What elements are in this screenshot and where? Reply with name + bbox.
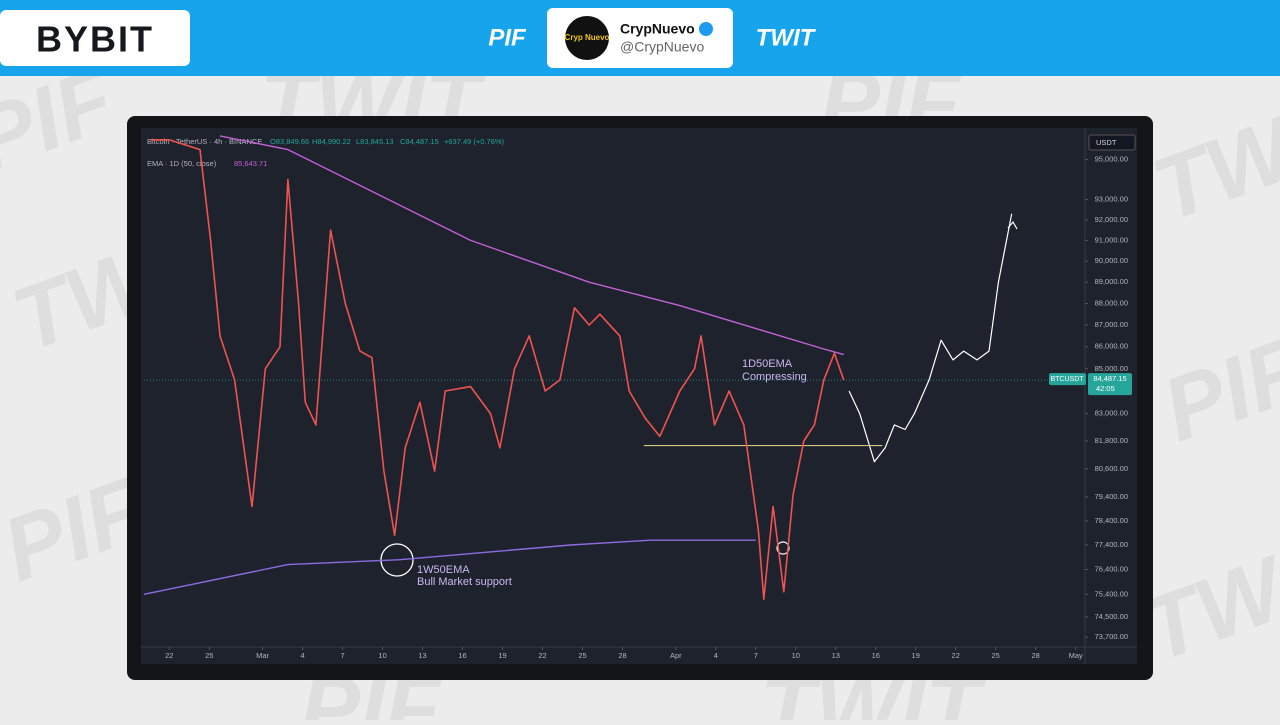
y-tick-label: 85,000.00 xyxy=(1095,364,1128,373)
x-tick-label: 22 xyxy=(165,651,173,660)
x-tick-label: 7 xyxy=(341,651,345,660)
profile-handle: @CrypNuevo xyxy=(620,39,704,55)
annotation: Compressing xyxy=(742,371,807,383)
x-tick-label: 7 xyxy=(754,651,758,660)
x-tick-label: 16 xyxy=(872,651,880,660)
y-tick-label: 77,400.00 xyxy=(1095,540,1128,549)
avatar xyxy=(565,16,609,60)
ohlc: C84,487.15 xyxy=(400,137,439,146)
ohlc: +637.49 (+0.76%) xyxy=(444,137,505,146)
last-price-ticker-box xyxy=(1049,373,1086,386)
y-tick-label: 78,400.00 xyxy=(1095,516,1128,525)
avatar-text: Cryp Nuevo xyxy=(565,33,610,42)
last-price-box xyxy=(1088,373,1132,396)
x-tick-label: 13 xyxy=(418,651,426,660)
x-tick-label: Mar xyxy=(256,651,269,660)
price-line xyxy=(219,135,844,356)
x-tick-label: 22 xyxy=(952,651,960,660)
y-tick-label: 83,000.00 xyxy=(1095,409,1128,418)
x-tick-label: 19 xyxy=(498,651,506,660)
x-tick-label: 13 xyxy=(832,651,840,660)
y-tick-label: 73,700.00 xyxy=(1095,632,1128,641)
y-tick-label: 76,400.00 xyxy=(1095,564,1128,573)
y-tick-label: 89,000.00 xyxy=(1095,277,1128,286)
ohlc: L83,845.13 xyxy=(356,137,394,146)
price-line xyxy=(143,539,756,595)
currency: USDT xyxy=(1096,138,1117,147)
ohlc: H84,990.22 xyxy=(312,137,351,146)
y-tick-label: 91,000.00 xyxy=(1095,235,1128,244)
last-price-label: 84,487.15 xyxy=(1093,374,1126,383)
currency-box xyxy=(1088,134,1136,151)
annotation: 1W50EMA xyxy=(417,564,470,576)
last-price-ticker: BTCUSDT xyxy=(1050,376,1084,383)
x-tick-label: 16 xyxy=(458,651,466,660)
annotation: 1D50EMA xyxy=(742,358,793,370)
x-tick-label: 19 xyxy=(912,651,920,660)
legend: Bitcoin · TetherUS · 4h · BINANCE O83,84… xyxy=(147,137,505,168)
watermark: TWIT xyxy=(1141,70,1280,242)
y-tick-label: 87,000.00 xyxy=(1095,320,1128,329)
symbol: Bitcoin · TetherUS · 4h · BINANCE xyxy=(147,137,262,146)
price-line xyxy=(848,213,1013,463)
y-tick-label: 93,000.00 xyxy=(1095,195,1128,204)
x-tick-label: May xyxy=(1069,651,1083,660)
indicator-value: 85,643.71 xyxy=(234,159,267,168)
brand-box xyxy=(0,10,190,66)
x-tick-label: 28 xyxy=(618,651,626,660)
x-tick-label: 4 xyxy=(714,651,718,660)
tag: PIF xyxy=(488,24,527,51)
y-tick-label: 79,400.00 xyxy=(1095,492,1128,501)
x-tick-label: 25 xyxy=(205,651,213,660)
ohlc: O83,849.66 xyxy=(270,137,309,146)
y-tick-label: 80,600.00 xyxy=(1095,464,1128,473)
x-tick-label: 25 xyxy=(578,651,586,660)
indicator-label: EMA · 1D (50, close) xyxy=(147,159,217,168)
y-tick-label: 86,000.00 xyxy=(1095,342,1128,351)
verified-badge xyxy=(699,22,713,36)
x-tick-label: Apr xyxy=(670,651,682,660)
brand: BYBIT xyxy=(36,19,154,60)
y-tick-label: 81,800.00 xyxy=(1095,436,1128,445)
price-line xyxy=(150,139,845,601)
tag: TWIT xyxy=(756,24,817,51)
y-tick-label: 88,000.00 xyxy=(1095,298,1128,307)
y-tick-label: 92,000.00 xyxy=(1095,215,1128,224)
highlight-circle xyxy=(776,541,790,555)
x-tick-label: 28 xyxy=(1032,651,1040,660)
x-tick-label: 4 xyxy=(301,651,305,660)
watermark: PIF xyxy=(1151,319,1280,462)
y-tick-label: 74,500.00 xyxy=(1095,612,1128,621)
last-price-countdown: 42:05 xyxy=(1096,384,1115,393)
watermark: TWIT xyxy=(1131,510,1280,682)
profile-name: CrypNuevo xyxy=(620,21,695,37)
y-tick-label: 95,000.00 xyxy=(1095,154,1128,163)
x-tick-label: 10 xyxy=(792,651,800,660)
chart-area xyxy=(141,128,1137,664)
x-tick-label: 10 xyxy=(378,651,386,660)
annotation: Bull Market support xyxy=(417,576,512,588)
y-tick-label: 90,000.00 xyxy=(1095,256,1128,265)
y-tick-label: 75,400.00 xyxy=(1095,589,1128,598)
x-tick-label: 22 xyxy=(538,651,546,660)
x-tick-label: 25 xyxy=(992,651,1000,660)
